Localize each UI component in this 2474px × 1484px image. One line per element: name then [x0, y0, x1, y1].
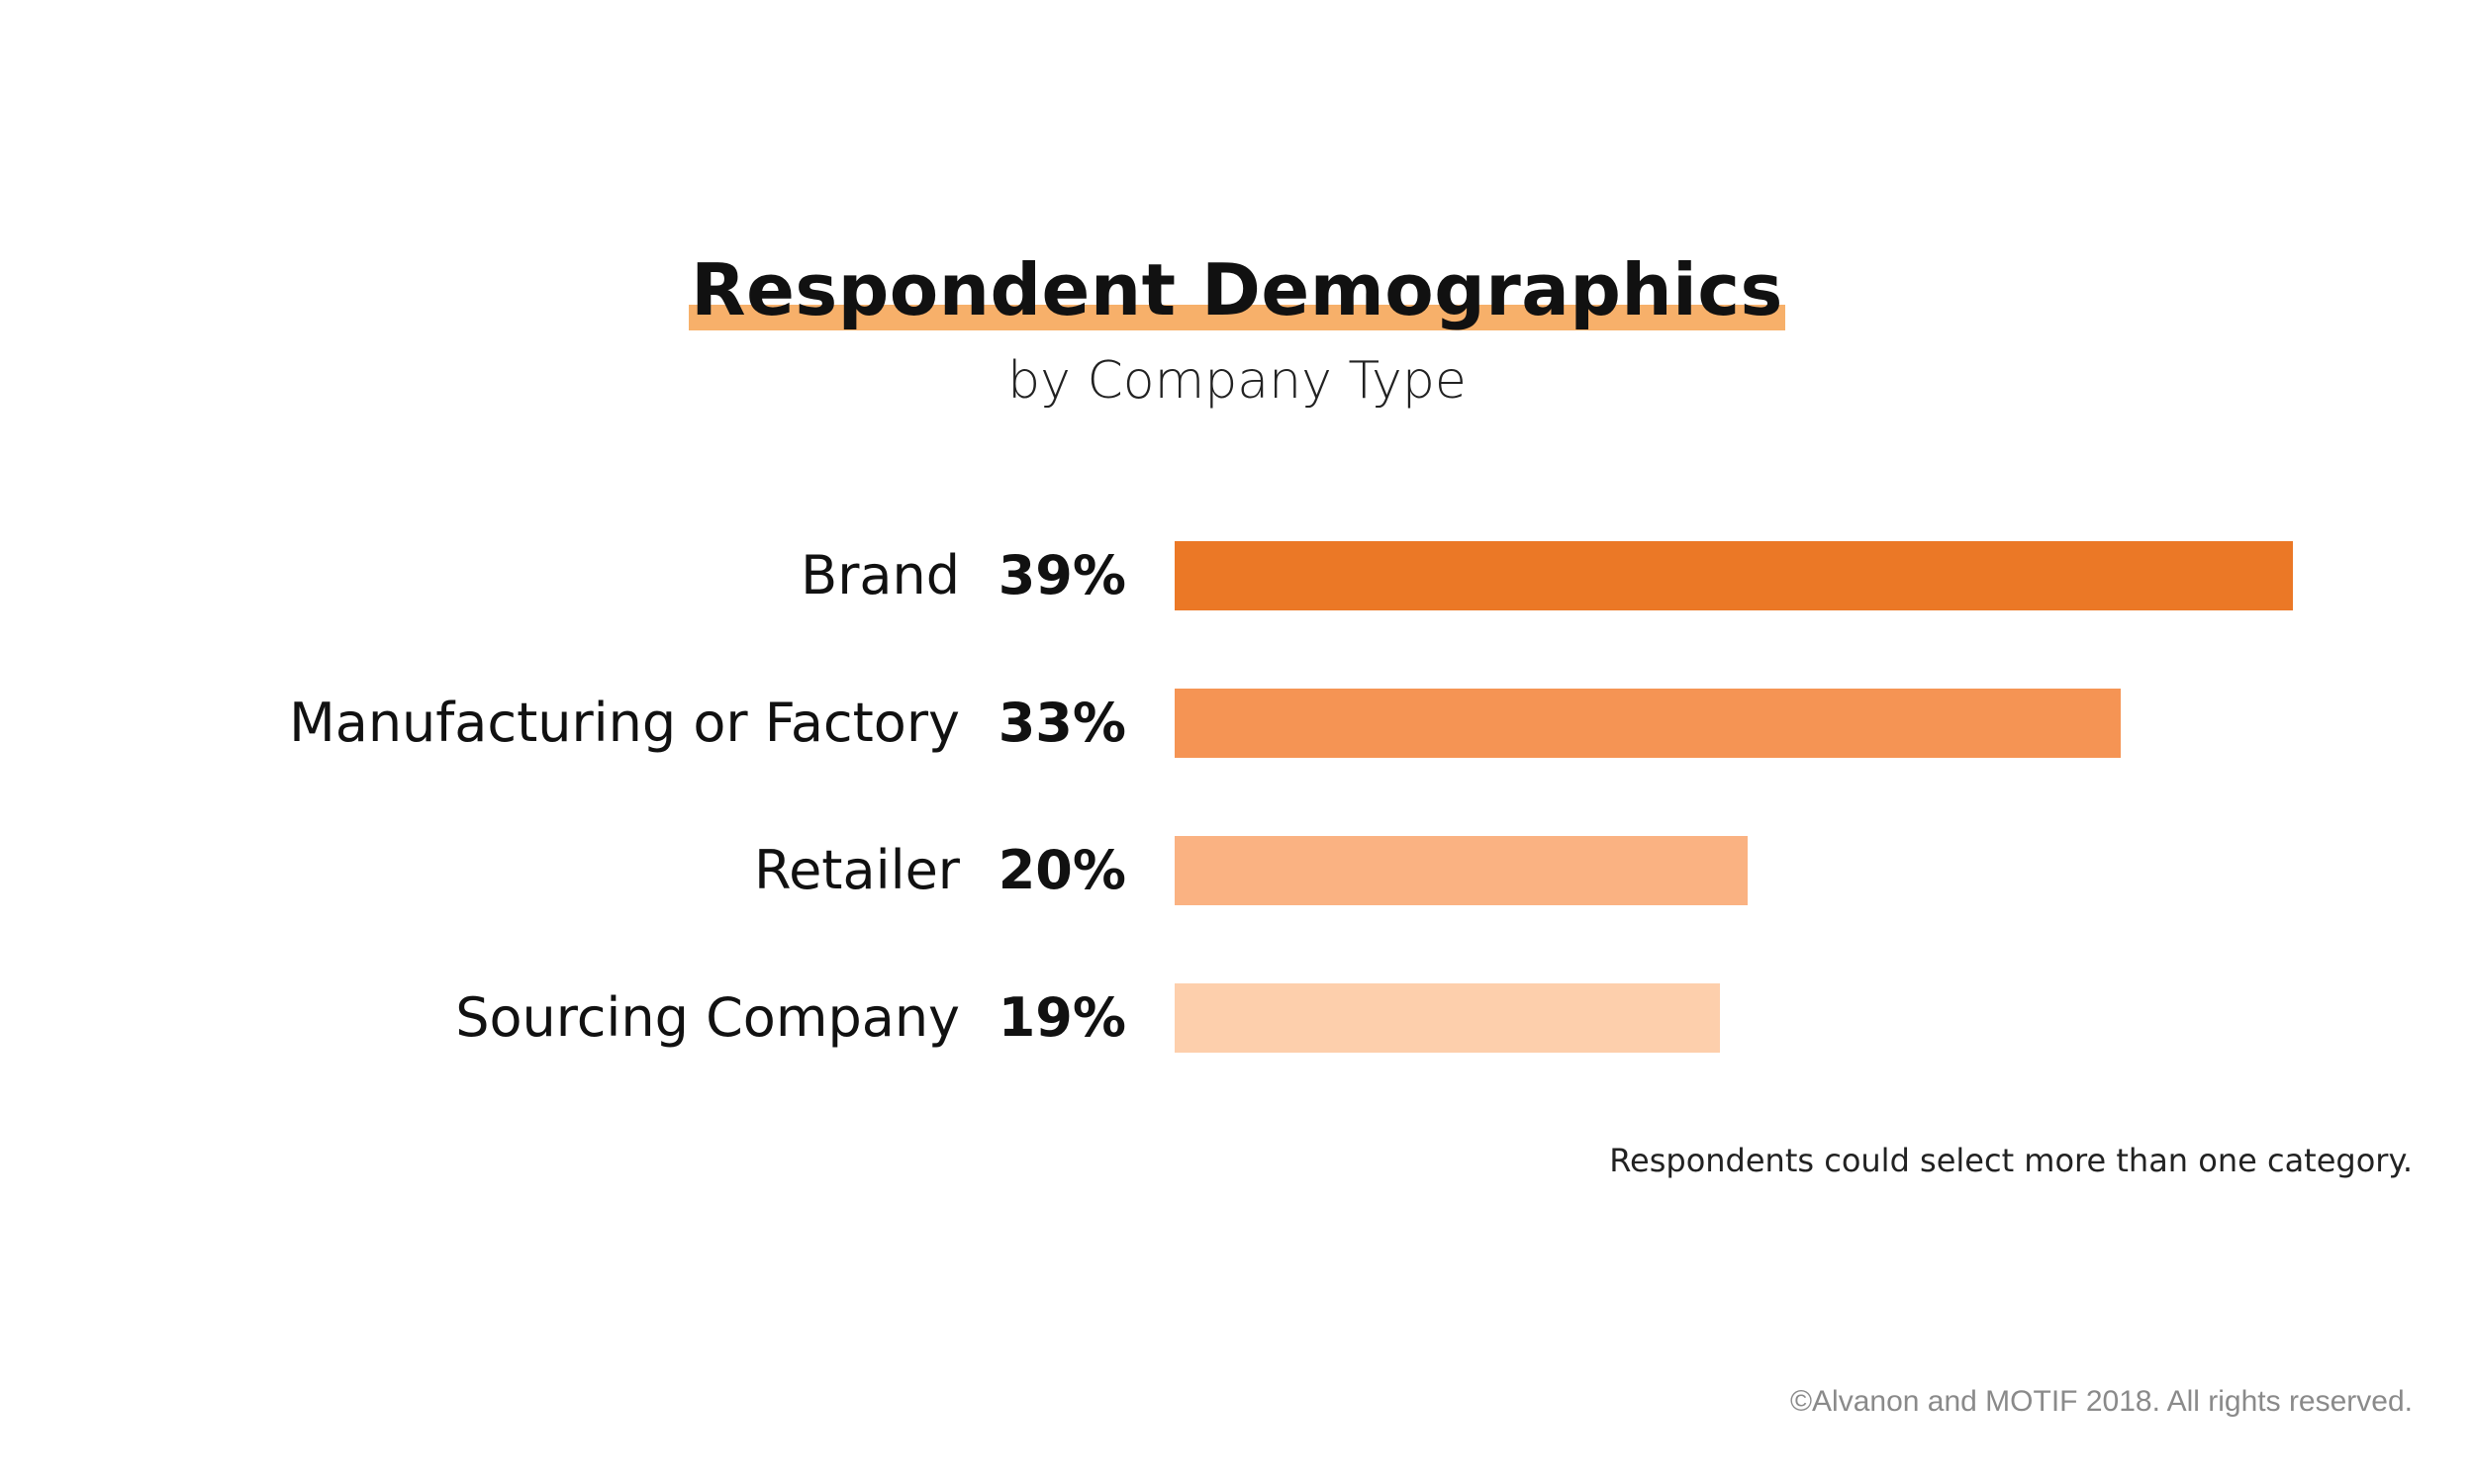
chart-subtitle: by Company Type: [1007, 351, 1467, 411]
footnote: Respondents could select more than one c…: [1609, 1142, 2413, 1179]
bar: [1175, 836, 1748, 905]
category-label: Retailer: [753, 839, 960, 901]
data-label: 19%: [998, 986, 1126, 1049]
copyright-notice: ©Alvanon and MOTIF 2018. All rights rese…: [1789, 1385, 2413, 1418]
category-label: Sourcing Company: [455, 986, 960, 1049]
data-label: 39%: [998, 544, 1126, 606]
bar: [1175, 541, 2293, 610]
category-label: Manufacturing or Factory: [289, 692, 960, 754]
chart-title-text: Respondent Demographics: [691, 248, 1783, 331]
data-label: 33%: [998, 692, 1126, 754]
bar: [1175, 689, 2121, 758]
category-label: Brand: [801, 544, 960, 606]
chart-title-container: Respondent Demographics: [0, 245, 2474, 334]
chart-title: Respondent Demographics: [689, 245, 1785, 334]
bar: [1175, 983, 1720, 1053]
data-label: 20%: [998, 839, 1126, 901]
